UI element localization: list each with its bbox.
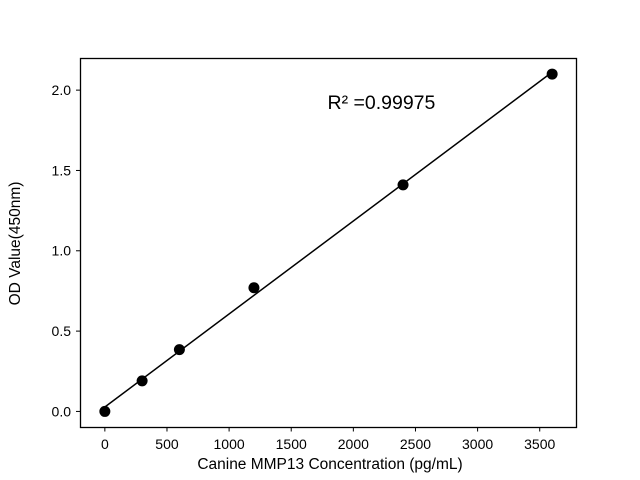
svg-text:1000: 1000 — [214, 436, 245, 452]
svg-text:500: 500 — [155, 436, 179, 452]
svg-text:3500: 3500 — [524, 436, 555, 452]
svg-text:Canine MMP13 Concentration (pg: Canine MMP13 Concentration (pg/mL) — [197, 456, 462, 473]
svg-text:2.0: 2.0 — [52, 82, 72, 98]
svg-text:R² =0.99975: R² =0.99975 — [328, 92, 436, 114]
svg-text:3000: 3000 — [462, 436, 493, 452]
svg-text:1.0: 1.0 — [52, 243, 72, 259]
svg-text:OD Value(450nm): OD Value(450nm) — [7, 182, 24, 306]
svg-text:1500: 1500 — [276, 436, 307, 452]
svg-text:2000: 2000 — [338, 436, 369, 452]
svg-text:2500: 2500 — [400, 436, 431, 452]
svg-text:0.0: 0.0 — [52, 403, 72, 419]
svg-text:0.5: 0.5 — [52, 323, 72, 339]
svg-text:0: 0 — [101, 436, 109, 452]
svg-text:1.5: 1.5 — [52, 162, 72, 178]
